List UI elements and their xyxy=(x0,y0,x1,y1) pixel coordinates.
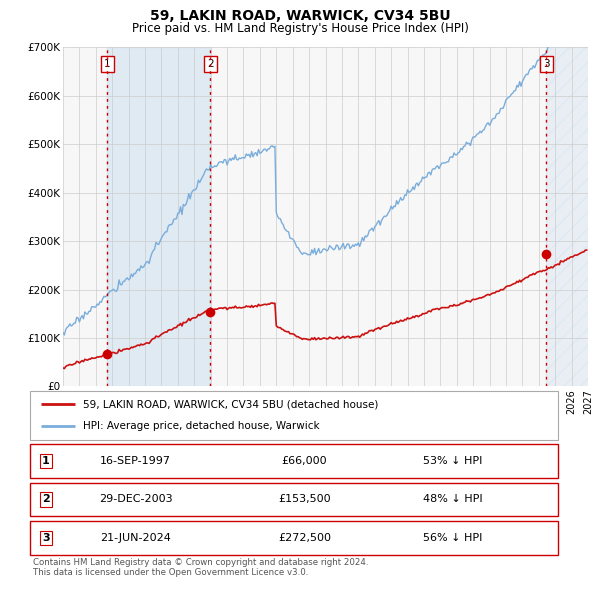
Text: 48% ↓ HPI: 48% ↓ HPI xyxy=(422,494,482,504)
Text: 1: 1 xyxy=(104,59,111,69)
Text: £153,500: £153,500 xyxy=(278,494,331,504)
Text: 3: 3 xyxy=(543,59,550,69)
Bar xyxy=(107,47,211,386)
FancyBboxPatch shape xyxy=(30,391,558,440)
Text: 21-JUN-2024: 21-JUN-2024 xyxy=(100,533,171,543)
Text: 59, LAKIN ROAD, WARWICK, CV34 5BU: 59, LAKIN ROAD, WARWICK, CV34 5BU xyxy=(149,9,451,23)
Text: 56% ↓ HPI: 56% ↓ HPI xyxy=(423,533,482,543)
Text: 16-SEP-1997: 16-SEP-1997 xyxy=(100,456,171,466)
Text: 59, LAKIN ROAD, WARWICK, CV34 5BU (detached house): 59, LAKIN ROAD, WARWICK, CV34 5BU (detac… xyxy=(83,399,378,409)
Text: Contains HM Land Registry data © Crown copyright and database right 2024.
This d: Contains HM Land Registry data © Crown c… xyxy=(33,558,368,577)
Text: 2: 2 xyxy=(207,59,214,69)
Text: 1: 1 xyxy=(42,456,50,466)
Text: 29-DEC-2003: 29-DEC-2003 xyxy=(99,494,172,504)
Text: HPI: Average price, detached house, Warwick: HPI: Average price, detached house, Warw… xyxy=(83,421,319,431)
Text: Price paid vs. HM Land Registry's House Price Index (HPI): Price paid vs. HM Land Registry's House … xyxy=(131,22,469,35)
Text: £66,000: £66,000 xyxy=(282,456,328,466)
Text: £272,500: £272,500 xyxy=(278,533,331,543)
FancyBboxPatch shape xyxy=(30,521,558,555)
FancyBboxPatch shape xyxy=(30,444,558,478)
FancyBboxPatch shape xyxy=(30,483,558,516)
Text: 2: 2 xyxy=(42,494,50,504)
Bar xyxy=(547,47,588,386)
Text: 53% ↓ HPI: 53% ↓ HPI xyxy=(423,456,482,466)
Text: 3: 3 xyxy=(42,533,50,543)
